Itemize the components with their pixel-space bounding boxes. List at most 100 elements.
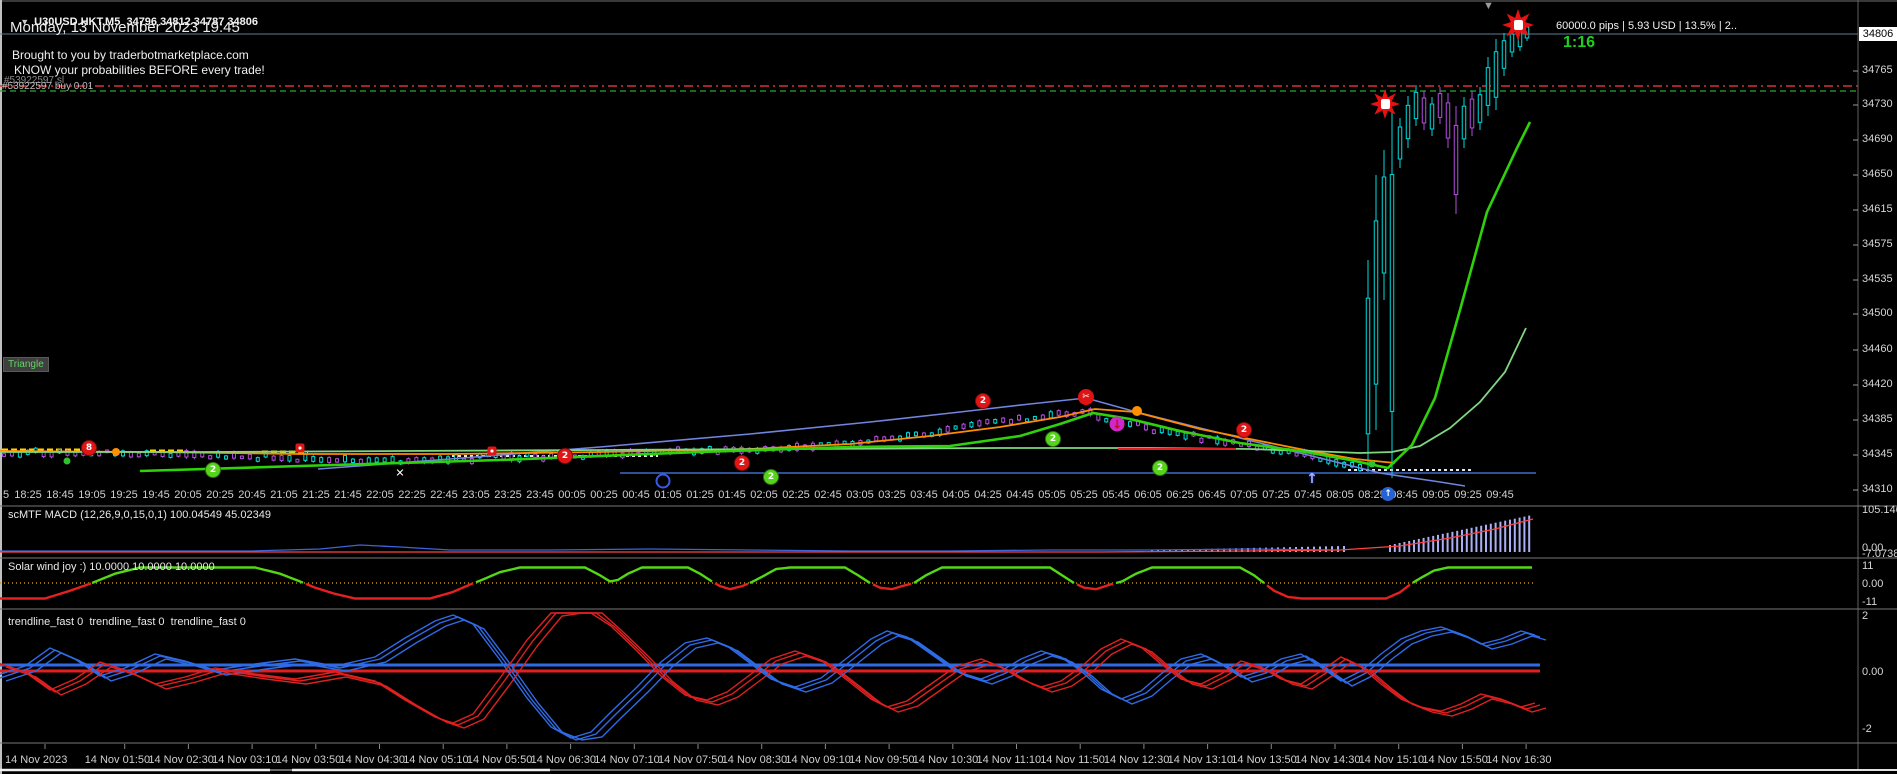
candle-body — [1294, 452, 1299, 457]
candle-body — [303, 453, 308, 461]
candle-body — [382, 457, 387, 463]
candle-body — [1501, 40, 1507, 69]
trade-stats-label: 60000.0 pips | 5.93 USD | 13.5% | 2.. — [1556, 20, 1738, 32]
candle-body — [985, 419, 990, 425]
candle-body — [295, 458, 300, 463]
solar-wave — [872, 582, 912, 591]
candle-body — [335, 458, 340, 463]
candle-body — [1469, 98, 1475, 129]
candle-body — [1350, 461, 1355, 468]
trendline-fast-blue — [0, 614, 1536, 739]
candle-body — [1405, 104, 1411, 140]
candle-body — [1278, 450, 1283, 455]
candle-body — [1445, 102, 1451, 139]
candle-body — [1001, 417, 1006, 423]
candle-body — [1017, 414, 1022, 421]
candle-body — [1199, 437, 1204, 444]
candle-body — [1048, 411, 1053, 419]
candle-body — [1040, 414, 1045, 420]
solar-wave — [749, 566, 871, 585]
candle-body — [1509, 33, 1515, 53]
candle-body — [1096, 414, 1101, 421]
candle-body — [287, 455, 292, 462]
candle-body — [1159, 427, 1164, 434]
candle-body — [961, 423, 966, 429]
triangle-object-label[interactable]: Triangle — [3, 357, 49, 372]
candle-body — [327, 457, 332, 463]
solar-wave — [305, 582, 474, 600]
symbol-title: ▼ U30USD.HKT,M5 34796 34812 34787 34806 — [8, 4, 258, 40]
candle-body — [969, 421, 974, 428]
candle-body — [17, 451, 22, 458]
candle-body — [1112, 419, 1117, 425]
candle-body — [1517, 30, 1523, 48]
candle-body — [874, 436, 879, 442]
chart-datetime-label: Monday, 13 November 2023 19:45 — [10, 19, 240, 36]
candle-body — [1104, 418, 1109, 423]
candle-body — [906, 432, 911, 438]
candle-body — [184, 450, 189, 458]
candle-body — [144, 450, 149, 457]
orange-ma-line — [0, 408, 1396, 464]
solar-wave — [1115, 566, 1265, 585]
trendline-fast-red — [0, 612, 1536, 724]
candle-body — [239, 455, 244, 460]
candle-body — [168, 453, 173, 458]
candle-body — [390, 456, 395, 463]
candle-body — [1485, 67, 1491, 106]
candle-body — [1437, 93, 1443, 118]
macd-line — [0, 544, 1341, 552]
candle-body — [350, 458, 355, 464]
candle-body — [1143, 424, 1148, 431]
candle-body — [1215, 436, 1220, 445]
slow-ma-line — [0, 327, 1527, 454]
candle-body — [1421, 97, 1427, 124]
candle-body — [1397, 126, 1403, 160]
candle-body — [1183, 432, 1188, 440]
solar-wave — [1266, 583, 1411, 600]
candle-body — [1373, 220, 1379, 385]
trendline-pane-label: trendline_fast 0 trendline_fast 0 trendl… — [8, 616, 246, 628]
solar-wave — [0, 582, 92, 600]
candle-body — [1389, 174, 1395, 412]
trendline-fast-red — [0, 612, 1541, 726]
candle-body — [2, 453, 6, 457]
candle-body — [1270, 448, 1275, 454]
candle-body — [1032, 416, 1037, 420]
candle-body — [279, 454, 284, 462]
candle-body — [342, 455, 347, 463]
candle-body — [89, 453, 94, 457]
candle-body — [993, 418, 998, 424]
candle-body — [1429, 103, 1435, 130]
candle-body — [120, 450, 125, 457]
candle-body — [1413, 91, 1419, 120]
chevron-down-icon[interactable]: ▼ — [20, 17, 30, 27]
candle-body — [1461, 105, 1467, 140]
candle-body — [977, 420, 982, 427]
solar-wave — [475, 566, 713, 584]
candle-body — [1524, 26, 1530, 39]
candle-body — [255, 457, 260, 462]
macd-signal-line — [0, 518, 1534, 553]
candle-body — [1151, 429, 1156, 434]
solar-pane-label: Solar wind joy :) 10.0000 10.0000 10.000… — [8, 561, 215, 573]
candle-body — [224, 455, 229, 460]
risk-reward-label: 1:16 — [1563, 34, 1596, 51]
promo-line-2: KNOW your probabilities BEFORE every tra… — [14, 63, 265, 77]
candle-body — [1453, 124, 1459, 196]
solar-wave — [1412, 566, 1532, 584]
candle-body — [311, 456, 316, 462]
solar-wave — [1076, 582, 1114, 591]
scroll-to-end-icon[interactable]: ▼ — [1483, 0, 1494, 12]
candle-body — [319, 457, 324, 463]
candle-body — [1381, 176, 1387, 274]
candle-body — [208, 455, 213, 460]
candle-body — [374, 457, 379, 463]
candle-body — [1024, 418, 1029, 422]
candle-body — [1175, 431, 1180, 436]
candle-body — [1120, 419, 1125, 426]
candle-body — [1009, 419, 1014, 425]
candle-body — [1128, 421, 1133, 427]
